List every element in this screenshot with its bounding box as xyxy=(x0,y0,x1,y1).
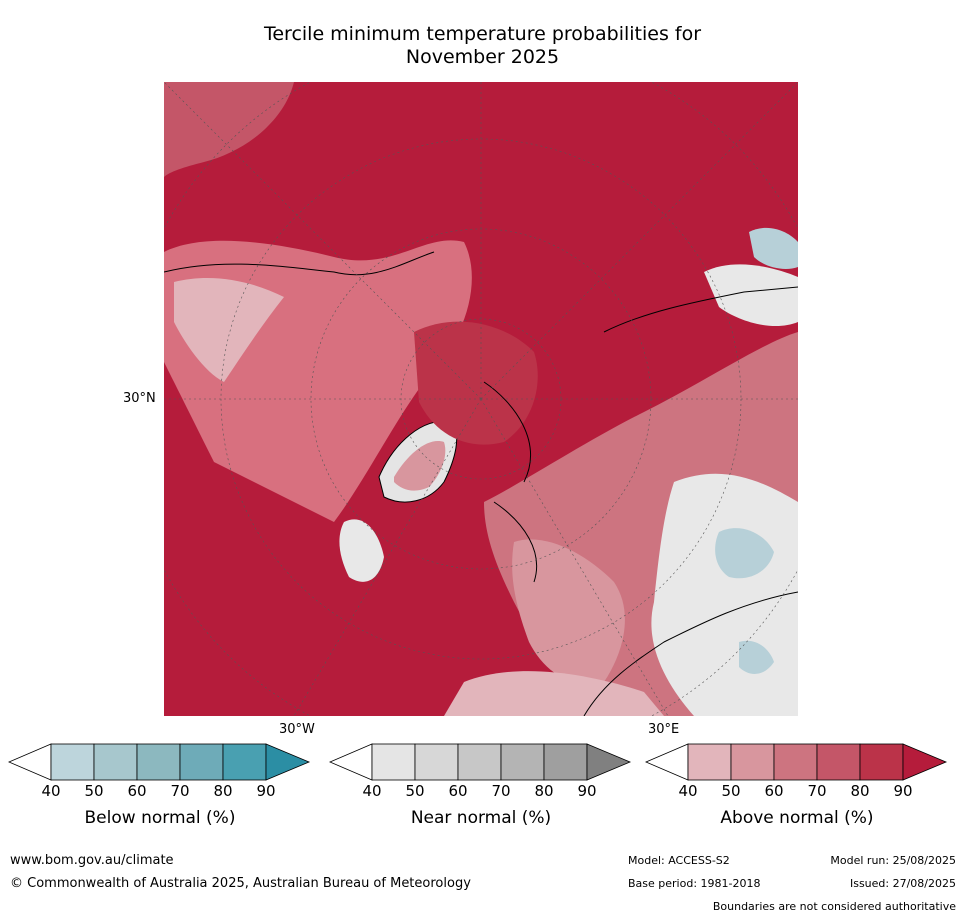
colorbar-tick-label: 80 xyxy=(850,782,870,800)
arctic-ocean xyxy=(414,321,538,445)
footer-issued: Issued: 27/08/2025 xyxy=(849,877,956,890)
colorbar-extension-high xyxy=(265,743,311,781)
colorbar-segment xyxy=(500,743,545,781)
longitude-label-30w: 30°W xyxy=(279,722,315,737)
colorbar-tick-label: 40 xyxy=(678,782,698,800)
colorbar-tick-label: 50 xyxy=(405,782,425,800)
pacific-light-band xyxy=(164,82,294,177)
colorbar-extension-high xyxy=(902,743,948,781)
colorbar-segment xyxy=(179,743,224,781)
colorbar-tick-label: 70 xyxy=(807,782,827,800)
colorbar-above-normal xyxy=(645,743,948,781)
colorbar-segment xyxy=(457,743,502,781)
graticule xyxy=(164,82,798,716)
colorbar-segment xyxy=(371,743,416,781)
colorbar-tick-label: 90 xyxy=(577,782,597,800)
colorbar-label-near: Near normal (%) xyxy=(410,808,552,828)
colorbar-tick-label: 90 xyxy=(893,782,913,800)
colorbar-segment xyxy=(136,743,181,781)
footer-base-period: Base period: 1981-2018 xyxy=(628,877,761,890)
colorbar-tick-label: 60 xyxy=(764,782,784,800)
north-america-light-area xyxy=(174,277,284,382)
colorbar-extension-low xyxy=(8,743,52,781)
page-title: Tercile minimum temperature probabilitie… xyxy=(263,23,702,45)
colorbar-segment xyxy=(816,743,861,781)
footer-url: www.bom.gov.au/climate xyxy=(10,853,174,868)
coastline xyxy=(164,251,798,716)
footer-model-run: Model run: 25/08/2025 xyxy=(830,854,956,867)
colorbar-tick-label: 70 xyxy=(170,782,190,800)
forecast-map xyxy=(164,82,798,716)
colorbar-tick-label: 90 xyxy=(256,782,276,800)
colorbar-segment xyxy=(687,743,732,781)
footer-model: Model: ACCESS-S2 xyxy=(628,854,730,867)
asia-below-normal-patch xyxy=(715,528,774,579)
colorbar-segment xyxy=(50,743,95,781)
colorbar-segment xyxy=(93,743,138,781)
colorbar-label-below: Below normal (%) xyxy=(84,808,236,828)
colorbar-tick-label: 50 xyxy=(721,782,741,800)
colorbar-tick-label: 40 xyxy=(41,782,61,800)
siberia-near-normal-area xyxy=(704,264,798,327)
colorbar-near-normal xyxy=(329,743,632,781)
colorbar-label-above: Above normal (%) xyxy=(720,808,874,828)
colorbar-tick-label: 60 xyxy=(127,782,147,800)
colorbar-tick-label: 40 xyxy=(362,782,382,800)
longitude-label-30e: 30°E xyxy=(648,722,680,737)
footer-disclaimer: Boundaries are not considered authoritat… xyxy=(712,900,956,913)
footer-copyright: © Commonwealth of Australia 2025, Austra… xyxy=(10,876,471,891)
colorbar-extension-low xyxy=(645,743,689,781)
colorbar-segment xyxy=(859,743,904,781)
colorbar-segment xyxy=(222,743,267,781)
asia-near-normal-area xyxy=(651,473,798,716)
colorbar-segment xyxy=(414,743,459,781)
atlantic-near-normal-area xyxy=(339,519,384,582)
colorbar-tick-label: 80 xyxy=(534,782,554,800)
colorbar-tick-label: 60 xyxy=(448,782,468,800)
page-subtitle: November 2025 xyxy=(405,46,560,68)
colorbar-segment xyxy=(730,743,775,781)
europe-light-area xyxy=(512,539,625,685)
siberia-below-normal-patch xyxy=(749,227,798,269)
latitude-label-30n: 30°N xyxy=(123,391,156,406)
greenland-interior xyxy=(394,441,446,491)
colorbar-tick-label: 70 xyxy=(491,782,511,800)
colorbar-extension-low xyxy=(329,743,373,781)
colorbar-tick-label: 50 xyxy=(84,782,104,800)
colorbar-below-normal xyxy=(8,743,311,781)
north-africa-light-area xyxy=(444,671,664,716)
colorbar-segment xyxy=(773,743,818,781)
colorbar-extension-high xyxy=(586,743,632,781)
colorbar-tick-label: 80 xyxy=(213,782,233,800)
colorbar-segment xyxy=(543,743,588,781)
asia-below-normal-patch-2 xyxy=(739,640,774,674)
